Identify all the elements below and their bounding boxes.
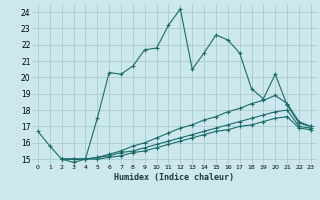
X-axis label: Humidex (Indice chaleur): Humidex (Indice chaleur) [115,173,234,182]
